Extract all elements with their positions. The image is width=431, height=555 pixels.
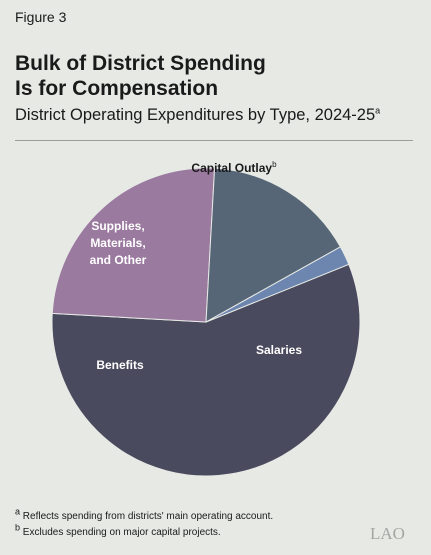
title-line-1: Bulk of District Spending bbox=[15, 52, 266, 75]
slice-label-salaries: Salaries bbox=[256, 343, 302, 357]
slice-capital-outlay bbox=[205, 246, 350, 323]
figure-label: Figure 3 bbox=[15, 9, 67, 25]
title-line-2: Is for Compensation bbox=[15, 77, 219, 100]
slice-label-capital-outlay: Capital Outlayb bbox=[191, 160, 277, 175]
slice-benefits bbox=[51, 167, 216, 323]
footnote-a: a Reflects spending from districts' main… bbox=[15, 507, 274, 522]
slice-label-supplies-materials-and-other: Supplies, Materials, and Other bbox=[90, 219, 147, 267]
footnote-b-mark: b bbox=[15, 522, 21, 533]
footnote-a-text: Reflects spending from districts' main o… bbox=[22, 511, 274, 522]
lao-logo-text: LAO bbox=[370, 524, 405, 543]
subtitle-note: a bbox=[375, 105, 381, 116]
slice-salaries bbox=[51, 263, 361, 477]
footnote-b: b Excludes spending on major capital pro… bbox=[15, 523, 221, 538]
footnote-b-text: Excludes spending on major capital proje… bbox=[22, 527, 221, 538]
chart-title: Bulk of District Spending Is for Compens… bbox=[15, 51, 415, 101]
subtitle-text: District Operating Expenditures by Type,… bbox=[15, 106, 376, 124]
footnote-a-mark: a bbox=[15, 506, 21, 517]
lao-logo: LAO bbox=[370, 524, 405, 543]
slice-supplies-materials-and-other bbox=[205, 167, 342, 323]
title-divider bbox=[15, 140, 413, 141]
pie-chart: Salaries Benefits Supplies, Materials, and O… bbox=[51, 160, 361, 477]
chart-subtitle: District Operating Expenditures by Type,… bbox=[15, 106, 425, 125]
slice-label-benefits: Benefits bbox=[96, 358, 144, 372]
